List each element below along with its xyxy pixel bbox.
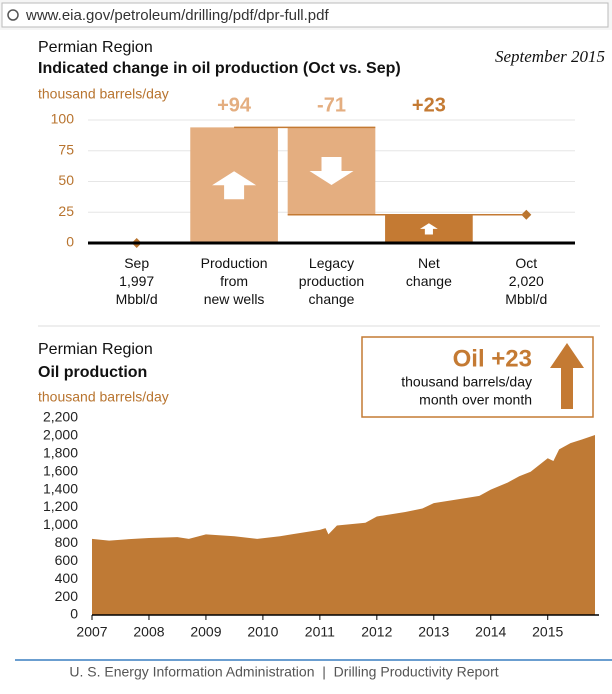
chart-title: Permian Region xyxy=(38,39,153,56)
category-label: Net change xyxy=(405,255,452,289)
x-tick-label: 2012 xyxy=(361,624,392,640)
category-label: Production from new wells xyxy=(200,255,268,307)
date: September 2015 xyxy=(495,47,605,66)
chart-title: Permian Region xyxy=(38,341,153,358)
address-field[interactable] xyxy=(1,2,609,28)
y-tick-label: 1,600 xyxy=(43,462,78,478)
annotation-box xyxy=(361,336,594,418)
area xyxy=(92,435,595,615)
y-tick-label: 2,000 xyxy=(43,427,78,443)
x-tick-label: 2008 xyxy=(133,624,164,640)
x-tick-label: 2011 xyxy=(305,624,335,640)
chart-subtitle: Indicated change in oil production (Oct … xyxy=(38,60,401,77)
x-tick-label: 2007 xyxy=(76,624,107,640)
y-tick-label: 1,800 xyxy=(43,445,78,461)
y-tick-label: 1,400 xyxy=(43,480,78,496)
globe-icon xyxy=(7,9,19,21)
y-axis-label: thousand barrels/day xyxy=(38,86,169,102)
category-label: Sep 1,997 Mbbl/d xyxy=(115,255,158,307)
y-tick-label: 2,200 xyxy=(43,409,78,425)
value-label: +23 xyxy=(412,94,446,116)
chart-subtitle: Oil production xyxy=(38,364,147,381)
direction-arrow xyxy=(309,157,354,186)
value-label: -71 xyxy=(317,94,346,116)
x-tick-label: 2015 xyxy=(532,624,563,640)
y-axis-label: thousand barrels/day xyxy=(38,389,169,405)
x-tick-label: 2013 xyxy=(418,624,449,640)
x-tick-label: 2009 xyxy=(190,624,221,640)
annotation-headline: Oil +23 xyxy=(453,345,532,372)
category-label: Legacy production change xyxy=(298,255,365,307)
y-tick-label: 600 xyxy=(55,552,79,568)
x-tick-label: 2014 xyxy=(475,624,506,640)
y-tick-label: 800 xyxy=(55,534,79,550)
y-tick-label: 0 xyxy=(70,606,78,622)
direction-arrow xyxy=(212,171,257,200)
category-label: Oct 2,020 Mbbl/d xyxy=(505,255,548,307)
y-tick-label: 200 xyxy=(55,588,79,604)
annotation-arrow xyxy=(550,343,584,409)
y-tick-label: 100 xyxy=(51,111,75,127)
y-tick-label: 1,200 xyxy=(43,498,78,514)
y-tick-label: 75 xyxy=(58,141,74,157)
y-tick-label: 400 xyxy=(55,570,79,586)
y-tick-label: 1,000 xyxy=(43,516,78,532)
annotation-line: thousand barrels/day xyxy=(401,374,532,390)
footer: U. S. Energy Information Administration … xyxy=(69,664,498,680)
direction-arrow xyxy=(420,223,438,235)
y-tick-label: 0 xyxy=(66,234,74,250)
y-tick-label: 25 xyxy=(58,203,74,219)
y-tick-label: 50 xyxy=(58,172,74,188)
annotation-line: month over month xyxy=(419,392,532,408)
x-tick-label: 2010 xyxy=(247,624,278,640)
value-label: +94 xyxy=(217,94,252,116)
url[interactable]: www.eia.gov/petroleum/drilling/pdf/dpr-f… xyxy=(25,7,329,24)
